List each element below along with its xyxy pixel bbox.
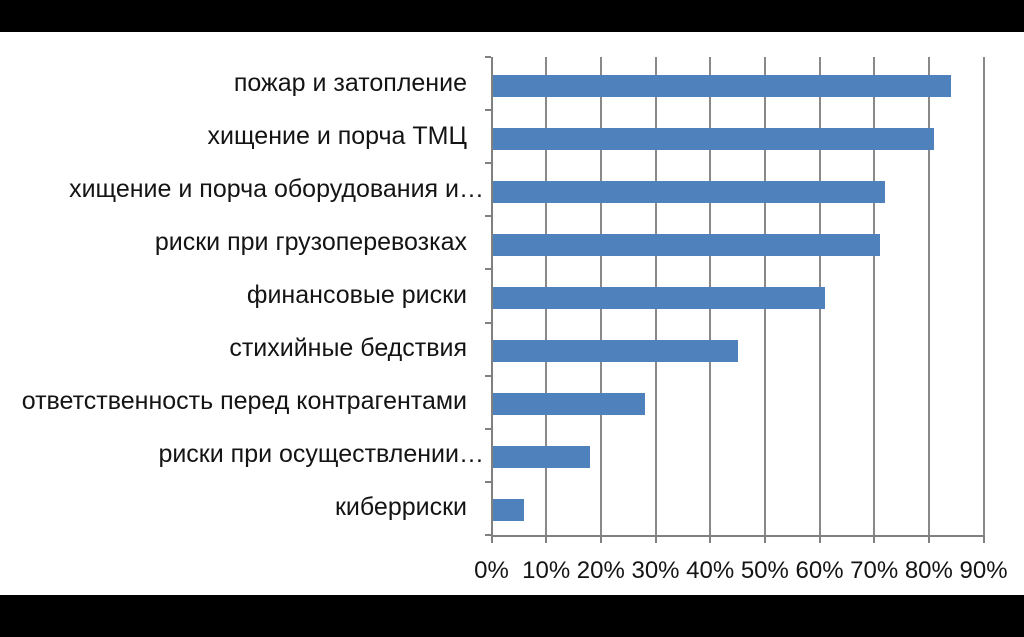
letterbox-top [0, 0, 1024, 32]
x-axis-tick [982, 537, 985, 543]
bar-хищение и порча оборудования и… [492, 180, 886, 203]
category-label: риски при грузоперевозках [154, 227, 467, 256]
x-axis-tick-label: 60% [795, 556, 844, 584]
slide-background: 0% 10% 20% 30% 40% 50% 60% 70% 80% 90% пожар и зат… [0, 32, 1024, 595]
x-axis-tick-label: 90% [959, 556, 1008, 584]
x-axis-tick-label: 30% [631, 556, 680, 584]
x-axis-tick-label: 50% [740, 556, 789, 584]
y-axis-tick [484, 56, 491, 58]
y-axis-line [490, 57, 493, 537]
x-axis-tick [818, 537, 821, 543]
y-axis-tick [484, 374, 491, 377]
bar-пожар и затопление [492, 74, 951, 97]
bar-хищение и порча ТМЦ [492, 127, 935, 150]
x-axis-tick-label: 20% [576, 556, 625, 584]
bar-chart: 0% 10% 20% 30% 40% 50% 60% 70% 80% 90% пожар и зат… [0, 32, 1024, 595]
x-axis-tick [763, 537, 766, 543]
x-axis-tick [927, 537, 930, 543]
x-axis-tick [599, 537, 602, 543]
y-axis-tick [484, 215, 491, 218]
bar-финансовые риски [492, 287, 825, 309]
x-axis-tick-label: 10% [522, 556, 571, 584]
y-axis-tick [484, 268, 491, 271]
x-axis-tick [490, 537, 493, 543]
category-label: киберриски [334, 493, 467, 522]
gridline-90% [982, 57, 985, 537]
gridline-80% [927, 57, 930, 537]
x-axis-tick-label: 0% [474, 556, 509, 584]
category-label: риски при осуществлении… [158, 440, 484, 469]
bar-ответственность перед контрагентами [492, 393, 645, 416]
bar-стихийные бедствия [492, 340, 738, 363]
y-axis-tick [484, 109, 491, 112]
category-label: пожар и затопление [233, 68, 467, 97]
category-label: ответственность перед контрагентами [21, 387, 467, 416]
gridline-70% [873, 57, 876, 537]
category-label: стихийные бедствия [229, 334, 467, 363]
y-axis-tick [484, 534, 491, 536]
x-axis-tick [654, 537, 657, 543]
x-axis-tick-label: 80% [904, 556, 953, 584]
x-axis-tick [873, 537, 876, 543]
bar-киберриски [492, 499, 525, 522]
category-label: финансовые риски [246, 281, 467, 309]
x-axis-tick-label: 70% [850, 556, 899, 584]
y-axis-tick [484, 162, 491, 165]
x-axis-tick [545, 537, 548, 543]
letterbox-bottom [0, 595, 1024, 637]
x-axis-line [490, 535, 985, 537]
y-axis-tick [484, 321, 491, 324]
bar-риски при грузоперевозках [492, 233, 880, 256]
category-label: хищение и порча ТМЦ [207, 121, 467, 150]
x-axis-tick-label: 40% [686, 556, 735, 584]
category-label: хищение и порча оборудования и… [69, 174, 484, 203]
y-axis-tick [484, 427, 491, 430]
x-axis-tick [709, 537, 712, 543]
bar-риски при осуществлении… [492, 446, 590, 469]
y-axis-tick [484, 480, 491, 483]
